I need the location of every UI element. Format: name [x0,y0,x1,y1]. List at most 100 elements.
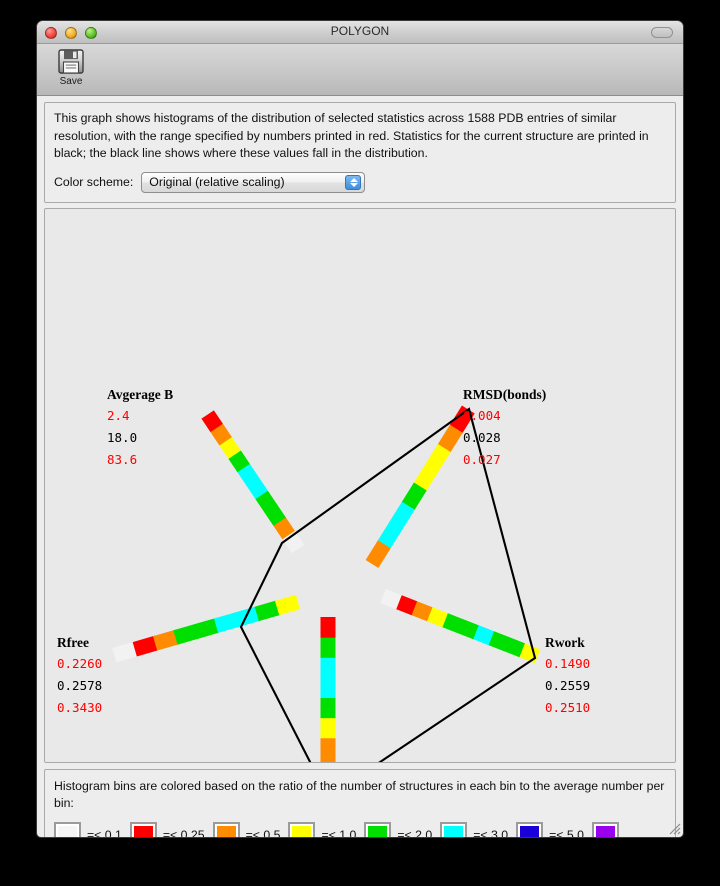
legend-swatch [288,821,316,837]
histogram-bin [320,757,336,762]
axis-title: Rfree [57,635,89,650]
histogram-bin [441,612,464,633]
histogram-bin [472,624,495,645]
histogram-spoke [365,405,475,568]
histogram-spoke [320,616,336,762]
histogram-bin [411,600,433,621]
legend-description: Histogram bins are colored based on the … [54,778,665,811]
legend-swatch-label: =< 3.0 [473,828,509,838]
histogram-bin [488,630,510,651]
histogram-bin [320,676,336,698]
histogram-bin [320,636,336,658]
legend-swatch [54,821,81,837]
legend-swatch-color [595,825,615,837]
histogram-bin [273,517,296,540]
color-scheme-label: Color scheme: [54,175,134,189]
save-button-label: Save [59,76,83,87]
polygon-plot-panel[interactable]: Avgerage B 2.4 18.0 83.6 RMSD(bonds) 0.004 0.0… [44,207,676,763]
axis-labels-layer: Avgerage B 2.4 18.0 83.6 RMSD(bonds) 0.004 0.0… [57,387,590,715]
histogram-bin [132,635,158,656]
axis-max-value: 83.6 [107,452,137,467]
histogram-bin [380,588,402,609]
close-window-button[interactable] [45,27,57,39]
histogram-bin [153,629,179,651]
axis-max-value: 0.2510 [545,700,590,715]
legend-swatch [516,821,544,837]
histogram-bin [254,600,280,621]
window-title: POLYGON [330,24,390,38]
histogram-bin [401,482,427,510]
polygon-plot: Avgerage B 2.4 18.0 83.6 RMSD(bonds) 0.004 0.0… [57,387,590,762]
legend-swatch-label: =< 1.0 [321,828,357,838]
legend-swatch-label: =< 0.25 [162,828,205,838]
histogram-spoke [380,588,541,663]
axis-current-value: 0.2559 [545,678,590,693]
minimize-window-button[interactable] [65,27,77,39]
legend-panel: Histogram bins are colored based on the … [44,768,676,838]
axis-max-value: 0.3430 [57,700,102,715]
color-scheme-select[interactable]: Original (relative scaling) [141,171,366,193]
legend-swatch-label: =< 5.0 [549,828,584,838]
histogram-bin [413,462,439,491]
histogram-bin [237,463,260,486]
histogram-bin [201,409,224,433]
axis-title: Avgerage B [107,387,173,402]
histogram-spoke [112,594,301,662]
legend-swatch-label: =< 0.5 [245,828,281,838]
histogram-bin [275,594,301,615]
histogram-bin [389,501,415,529]
legend-swatch [129,821,157,837]
axis-min-value: 0.004 [463,408,501,423]
histogram-bin [246,476,269,500]
title-bar: POLYGON [37,21,683,44]
histogram-bin [437,424,463,452]
histogram-bin [365,539,391,568]
axis-current-value: 18.0 [107,430,137,445]
legend-swatch-color [133,825,153,837]
histogram-bin [282,530,305,553]
color-scheme-row: Color scheme: Original (relative scaling… [54,171,666,193]
axis-current-value: 0.2578 [57,678,102,693]
save-button[interactable]: Save [45,46,97,87]
legend-swatch [364,821,392,837]
histogram-bin [457,618,479,639]
histogram-bin [255,490,278,513]
histogram-bin [425,443,451,472]
color-scheme-selected-value: Original (relative scaling) [149,175,285,189]
legend-swatch-color [58,825,77,837]
resize-grip-icon[interactable] [668,822,681,835]
histogram-bin [503,636,525,657]
histogram-spoke [201,409,305,553]
axis-title: RMSD(bonds) [463,387,546,402]
axis-max-value: 0.027 [463,452,501,467]
histogram-bin [213,611,240,633]
legend-swatch [591,821,619,837]
histogram-bin [210,423,233,446]
description-text: This graph shows histograms of the distr… [54,111,649,160]
application-window: POLYGON Save [36,20,684,838]
axis-min-value: 2.4 [107,408,130,423]
histogram-bin [320,696,336,718]
statistics-polyline [239,406,537,762]
legend-swatch-color [292,825,312,837]
maximize-window-button[interactable] [85,27,97,39]
toolbar: Save [37,44,683,96]
histogram-bin [449,405,475,433]
chevron-updown-icon[interactable] [345,174,362,190]
histogram-bin [219,436,242,459]
histogram-bin [320,717,336,738]
histogram-spokes-layer [112,405,541,762]
histogram-bin [320,656,336,678]
histogram-bin [377,520,403,549]
legend-swatch-color [444,825,464,837]
legend-swatch-color [216,825,236,837]
legend-swatch-list: =< 0.1 =< 0.25 =< 0.5 =< 1.0 =< 2.0 =< 3.0 =< … [54,821,666,838]
histogram-bin [264,503,287,526]
histogram-bin [320,616,336,638]
histogram-bin [395,594,418,615]
histogram-bin [193,617,219,639]
description-panel: This graph shows histograms of the distr… [44,102,676,203]
floppy-disk-icon [58,49,84,74]
legend-swatch-label: =< 0.1 [87,828,122,838]
toolbar-toggle-button[interactable] [651,27,673,38]
